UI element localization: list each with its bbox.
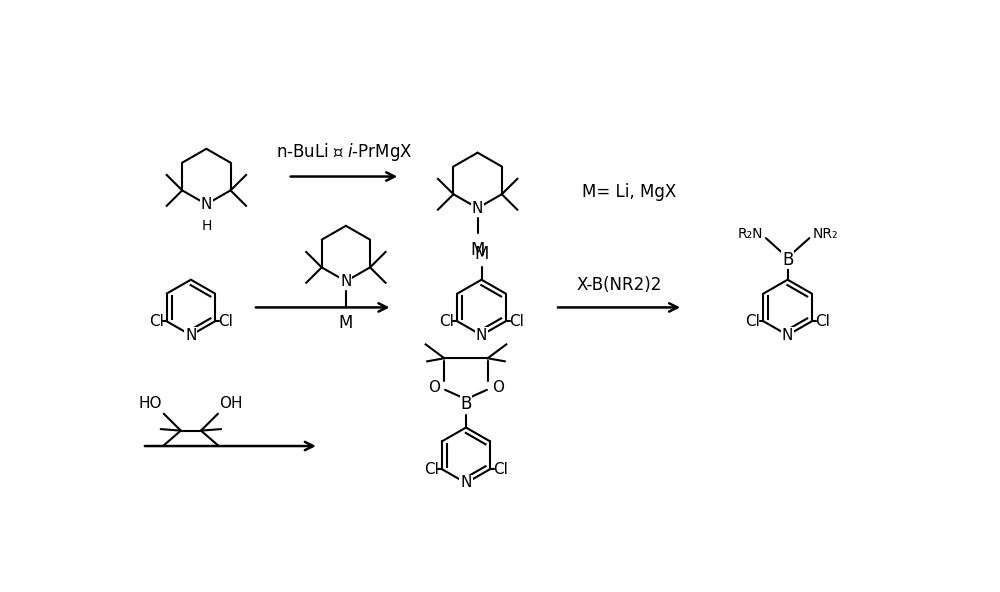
Text: B: B xyxy=(782,250,793,269)
Text: B: B xyxy=(460,395,472,413)
Text: OH: OH xyxy=(220,395,243,411)
Text: Cl: Cl xyxy=(509,314,524,329)
Text: N: N xyxy=(460,475,472,491)
Text: Cl: Cl xyxy=(439,314,454,329)
Text: O: O xyxy=(492,380,504,395)
Text: R₂N: R₂N xyxy=(737,227,763,242)
Text: M: M xyxy=(470,241,485,259)
Text: Cl: Cl xyxy=(218,314,233,329)
Text: Cl: Cl xyxy=(149,314,164,329)
Text: Cl: Cl xyxy=(493,462,508,477)
Text: M: M xyxy=(339,314,353,332)
Text: N: N xyxy=(472,201,483,215)
Text: Cl: Cl xyxy=(745,314,760,329)
Text: Cl: Cl xyxy=(815,314,830,329)
Text: N: N xyxy=(782,327,793,343)
Text: NR₂: NR₂ xyxy=(812,227,838,242)
Text: N: N xyxy=(340,274,352,289)
Text: n-BuLi 或 $i$-PrMgX: n-BuLi 或 $i$-PrMgX xyxy=(276,141,412,163)
Text: H: H xyxy=(201,219,212,233)
Text: O: O xyxy=(428,380,440,395)
Text: HO: HO xyxy=(139,395,162,411)
Text: M: M xyxy=(474,244,489,263)
Text: M= Li, MgX: M= Li, MgX xyxy=(582,183,676,201)
Text: X-B(NR2)2: X-B(NR2)2 xyxy=(576,275,662,294)
Text: N: N xyxy=(476,327,487,343)
Text: N: N xyxy=(185,327,197,343)
Text: N: N xyxy=(201,197,212,212)
Text: Cl: Cl xyxy=(424,462,439,477)
